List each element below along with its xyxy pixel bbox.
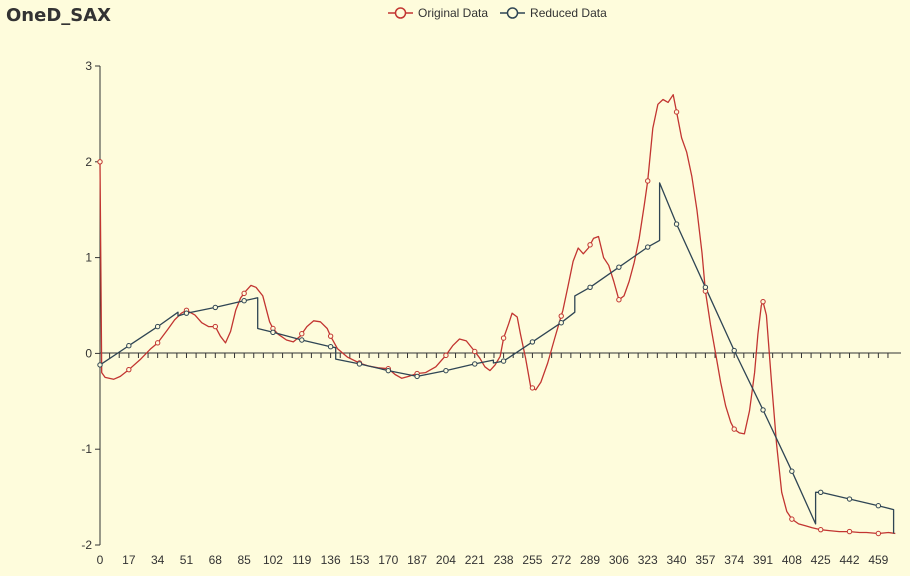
data-point-original [443,352,449,359]
x-tick-label: 323 [638,553,658,567]
x-tick-label: 374 [724,553,744,567]
x-tick-label: 238 [494,553,514,567]
data-point-reduced [616,264,622,270]
data-point-reduced [529,339,536,345]
x-tick-label: 85 [237,553,251,567]
x-tick-label: 289 [580,553,600,567]
x-tick-label: 442 [840,553,860,567]
data-point-original [241,290,247,297]
data-point-reduced [817,489,824,496]
data-point-original [299,331,305,337]
data-point-reduced [97,362,103,368]
data-point-reduced [327,343,334,350]
x-tick-label: 170 [378,553,398,567]
x-tick-label: 255 [522,553,542,567]
data-point-reduced [702,284,709,290]
data-point-reduced [558,320,564,326]
data-point-reduced [299,337,305,343]
data-point-reduced [673,221,680,227]
data-point-reduced [875,503,882,509]
data-point-reduced [385,367,391,374]
x-tick-label: 408 [782,553,802,567]
legend: Original Data Reduced Data [388,6,607,20]
x-tick-label: 136 [321,553,341,567]
data-point-reduced [645,244,651,250]
data-point-reduced [587,284,593,290]
data-point-reduced [500,358,507,364]
data-point-reduced [126,343,132,349]
x-tick-label: 391 [753,553,773,567]
data-point-original [126,366,132,373]
data-point-original [97,159,103,165]
data-point-reduced [183,310,190,316]
x-tick-label: 306 [609,553,629,567]
data-point-original [875,530,882,537]
x-tick-label: 221 [465,553,485,567]
x-tick-label: 204 [436,553,456,567]
x-tick-label: 357 [695,553,715,567]
data-point-original [587,242,593,248]
legend-item-original[interactable]: Original Data [388,6,488,20]
data-point-original [558,313,564,319]
data-point-original [645,178,651,184]
data-point-reduced [443,367,449,374]
x-tick-label: 51 [180,553,194,567]
x-tick-label: 153 [349,553,369,567]
legend-label-reduced: Reduced Data [530,6,607,20]
data-point-reduced [472,361,478,367]
x-tick-label: 119 [292,553,311,567]
x-tick-label: 187 [407,553,427,567]
data-point-original [327,333,334,339]
data-point-reduced [154,323,161,330]
data-point-reduced [270,329,276,336]
data-point-original [212,323,219,330]
x-tick-label: 102 [263,553,283,567]
data-point-reduced [846,496,853,502]
legend-item-reduced[interactable]: Reduced Data [500,6,607,20]
data-point-reduced [731,347,737,354]
data-point-reduced [241,298,247,304]
data-point-original [472,348,478,355]
x-tick-label: 17 [122,553,136,567]
data-point-reduced [414,373,420,380]
y-tick-label: 2 [85,155,92,169]
data-point-original [817,526,824,533]
series-line-reduced [99,182,895,534]
y-tick-label: 3 [85,59,92,73]
data-point-reduced [760,407,766,413]
data-point-reduced [789,468,795,474]
data-point-original [500,335,507,341]
x-tick-label: 425 [811,553,831,567]
data-point-original [846,528,853,535]
legend-symbol-reduced [500,7,526,19]
legend-symbol-original [388,7,413,19]
x-tick-label: 34 [151,553,165,567]
data-point-reduced [356,361,363,367]
legend-label-original: Original Data [418,6,489,20]
data-point-reduced [212,304,219,311]
data-point-original [616,297,622,303]
series-line-original [99,94,896,535]
data-point-original [760,298,766,305]
y-tick-label: 0 [85,346,92,360]
x-tick-label: 340 [667,553,687,567]
x-tick-label: 459 [868,553,888,567]
x-tick-label: 68 [209,553,223,567]
chart-title: OneD_SAX [6,5,112,26]
x-tick-label: 0 [97,553,104,567]
x-tick-label: 272 [551,553,571,567]
y-tick-label: -1 [81,442,92,456]
y-tick-label: -2 [81,538,92,552]
data-point-original [673,109,680,115]
data-point-original [529,385,536,391]
data-point-original [731,426,737,432]
data-point-original [154,340,161,346]
data-point-original [789,516,795,522]
y-tick-label: 1 [85,251,92,265]
